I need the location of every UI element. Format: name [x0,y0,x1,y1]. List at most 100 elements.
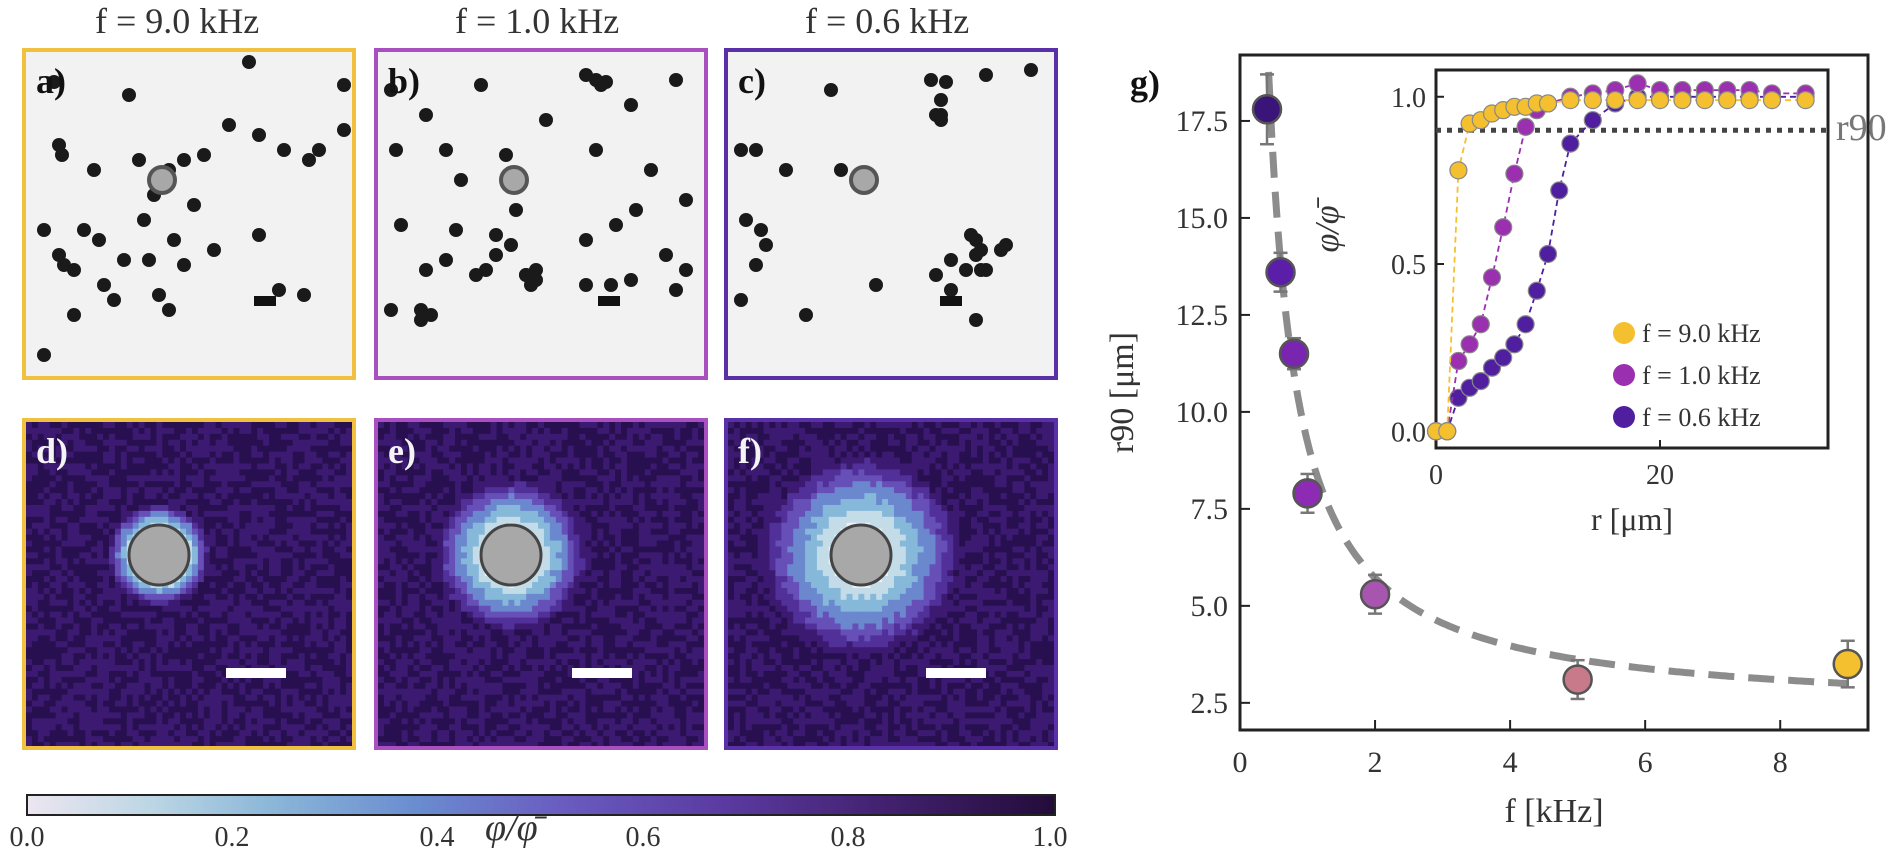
heatmap-cell [555,546,563,553]
heatmap-cell [186,629,193,636]
heatmap-cell [346,469,352,476]
heatmap-cell [656,481,664,488]
heatmap-cell [383,522,391,530]
heatmap-cell [67,718,74,725]
heatmap-cell [304,487,312,494]
heatmap-cell [215,611,223,619]
heatmap-cell [395,451,403,459]
heatmap-cell [79,564,86,571]
heatmap-cell [532,587,539,595]
heatmap-cell [304,576,312,583]
heatmap-cell [245,641,252,648]
heatmap-cell [269,617,276,625]
heatmap-cell [197,665,205,672]
heatmap-cell [686,427,693,435]
heatmap-cell [549,576,557,583]
heatmap-cell [401,593,409,601]
heatmap-cell [449,599,456,607]
heatmap-cell [221,451,229,459]
heatmap-cell [274,682,282,690]
heatmap-cell [378,422,385,429]
heatmap-cell [609,463,616,470]
heatmap-cell [668,422,675,429]
heatmap-cell [573,528,581,536]
heatmap-cell [431,422,438,429]
heatmap-cell [466,593,474,601]
heatmap-cell [186,676,193,684]
heatmap-cell [215,499,223,506]
heatmap-cell [419,481,426,488]
heatmap-cell [615,587,622,595]
heatmap-cell [460,576,468,583]
heatmap-cell [174,487,181,494]
heatmap-cell [61,469,68,476]
heatmap-cell [508,499,515,506]
heatmap-cell [573,481,581,488]
heatmap-cell [650,552,658,559]
heatmap-cell [340,706,347,713]
heatmap-cell [526,481,533,488]
heatmap-cell [472,599,480,607]
heatmap-cell [334,439,341,447]
probe-particle [849,165,879,195]
heatmap-cell [395,617,403,625]
heatmap-cell [26,576,33,583]
heatmap-cell [197,718,205,725]
heatmap-cell [31,582,39,589]
heatmap-cell [389,605,397,613]
heatmap-cell [156,641,163,648]
heatmap-cell [466,576,474,583]
heatmap-cell [269,433,276,441]
heatmap-cell [61,481,68,488]
heatmap-cell [304,558,312,565]
heatmap-cell [413,504,420,512]
heatmap-cell [251,653,258,660]
heatmap-cell [549,499,557,506]
heatmap-cell [538,611,545,619]
heatmap-cell [274,540,282,547]
heatmap-cell [227,510,234,518]
heatmap-cell [407,475,415,482]
heatmap-cell [85,439,92,447]
heatmap-cell [239,742,246,746]
heatmap-cell [549,516,557,524]
heatmap-cell [186,451,193,459]
heatmap-cell [632,499,640,506]
heatmap-cell [85,516,92,524]
heatmap-cell [316,552,323,559]
heatmap-cell [401,570,409,577]
heatmap-cell [532,427,539,435]
heatmap-cell [144,742,151,746]
heatmap-cell [168,641,175,648]
heatmap-cell [449,439,456,447]
heatmap-cell [698,605,704,613]
heatmap-cell [73,611,80,619]
heatmap-cell [662,451,669,459]
heatmap-cell [150,647,157,654]
heatmap-cell [310,688,317,696]
heatmap-cell [239,469,246,476]
heatmap-cell [138,605,146,613]
heatmap-cell [67,665,74,672]
heatmap-cell [191,599,199,607]
heatmap-cell [698,463,704,470]
heatmap-cell [484,522,492,530]
heatmap-cell [150,510,157,518]
heatmap-cell [431,475,438,482]
heatmap-cell [203,665,211,672]
heatmap-cell [180,670,187,678]
heatmap-cell [85,617,92,625]
heatmap-cell [490,439,498,447]
heatmap-cell [632,475,640,482]
heatmap-cell [621,558,628,565]
heatmap-cell [292,665,300,672]
heatmap-cell [656,487,664,494]
heatmap-cell [520,510,527,518]
heatmap-cell [322,623,329,630]
heatmap-cell [310,659,317,666]
heatmap-cell [114,546,122,553]
heatmap-cell [573,457,581,464]
heatmap-cell [304,593,312,601]
heatmap-cell [496,599,503,607]
heatmap-cell [698,422,704,429]
